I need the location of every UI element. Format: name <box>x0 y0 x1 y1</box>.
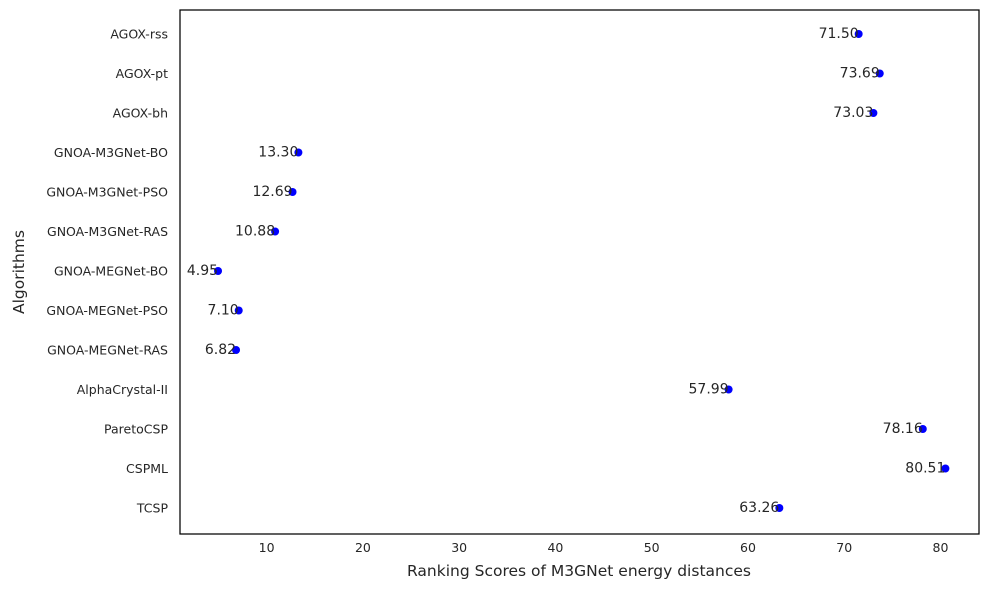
plot-area <box>179 9 980 535</box>
y-tick-label: GNOA-MEGNet-RAS <box>47 343 168 358</box>
y-tick-label: AGOX-pt <box>116 66 168 81</box>
x-tick-label: 30 <box>451 540 467 555</box>
y-tick-label: GNOA-MEGNet-BO <box>54 264 168 279</box>
data-point <box>854 30 863 38</box>
x-tick-label: 60 <box>740 540 756 555</box>
x-axis-title: Ranking Scores of M3GNet energy distance… <box>407 562 751 580</box>
data-point <box>775 504 784 512</box>
y-tick-label: AlphaCrystal-II <box>77 382 168 397</box>
data-point <box>918 425 927 433</box>
x-tick-label: 20 <box>355 540 371 555</box>
data-label: 73.03 <box>833 105 873 121</box>
data-point <box>288 188 297 196</box>
y-tick-label: AGOX-bh <box>113 106 168 121</box>
data-label: 63.26 <box>739 500 779 516</box>
data-label: 6.82 <box>205 342 236 358</box>
x-tick-label: 10 <box>259 540 275 555</box>
data-point <box>214 267 223 275</box>
y-tick-label: AGOX-rss <box>110 27 168 42</box>
data-point <box>869 109 878 117</box>
data-label: 73.69 <box>840 66 880 82</box>
y-tick-label: TCSP <box>136 501 169 516</box>
data-labels: 71.50 73.69 73.03 13.30 12.69 10.88 4.95 7.10 6.… <box>187 26 946 516</box>
data-point <box>941 464 950 473</box>
data-label: 12.69 <box>252 184 292 200</box>
y-tick-label: GNOA-M3GNet-RAS <box>47 224 168 239</box>
data-point <box>234 306 243 315</box>
y-tick-label: GNOA-M3GNet-PSO <box>46 185 168 200</box>
data-label: 57.99 <box>689 382 729 398</box>
data-label: 71.50 <box>819 26 859 42</box>
x-tick-label: 40 <box>547 540 563 555</box>
y-tick-label: CSPML <box>126 461 168 476</box>
data-label: 10.88 <box>235 224 275 240</box>
data-points <box>214 30 950 512</box>
data-label: 4.95 <box>187 263 218 279</box>
data-label: 7.10 <box>208 303 239 319</box>
data-point <box>294 148 303 157</box>
y-tick-label: GNOA-M3GNet-BO <box>54 145 168 160</box>
x-tick-label: 80 <box>933 540 949 555</box>
y-axis-title: Algorithms <box>10 230 28 314</box>
data-point <box>875 69 884 78</box>
x-tick-labels: 10 20 30 40 50 60 70 80 <box>259 540 949 555</box>
data-label: 13.30 <box>258 145 298 161</box>
data-point <box>724 385 733 394</box>
y-tick-label: ParetoCSP <box>104 422 168 437</box>
data-point <box>232 346 241 354</box>
data-label: 78.16 <box>883 421 923 437</box>
x-tick-label: 50 <box>644 540 660 555</box>
data-point <box>271 227 280 236</box>
data-label: 80.51 <box>905 461 945 477</box>
y-tick-labels: AGOX-rss AGOX-pt AGOX-bh GNOA-M3GNet-BO GNOA… <box>46 27 168 516</box>
x-tick-label: 70 <box>836 540 852 555</box>
y-tick-label: GNOA-MEGNet-PSO <box>46 303 168 318</box>
